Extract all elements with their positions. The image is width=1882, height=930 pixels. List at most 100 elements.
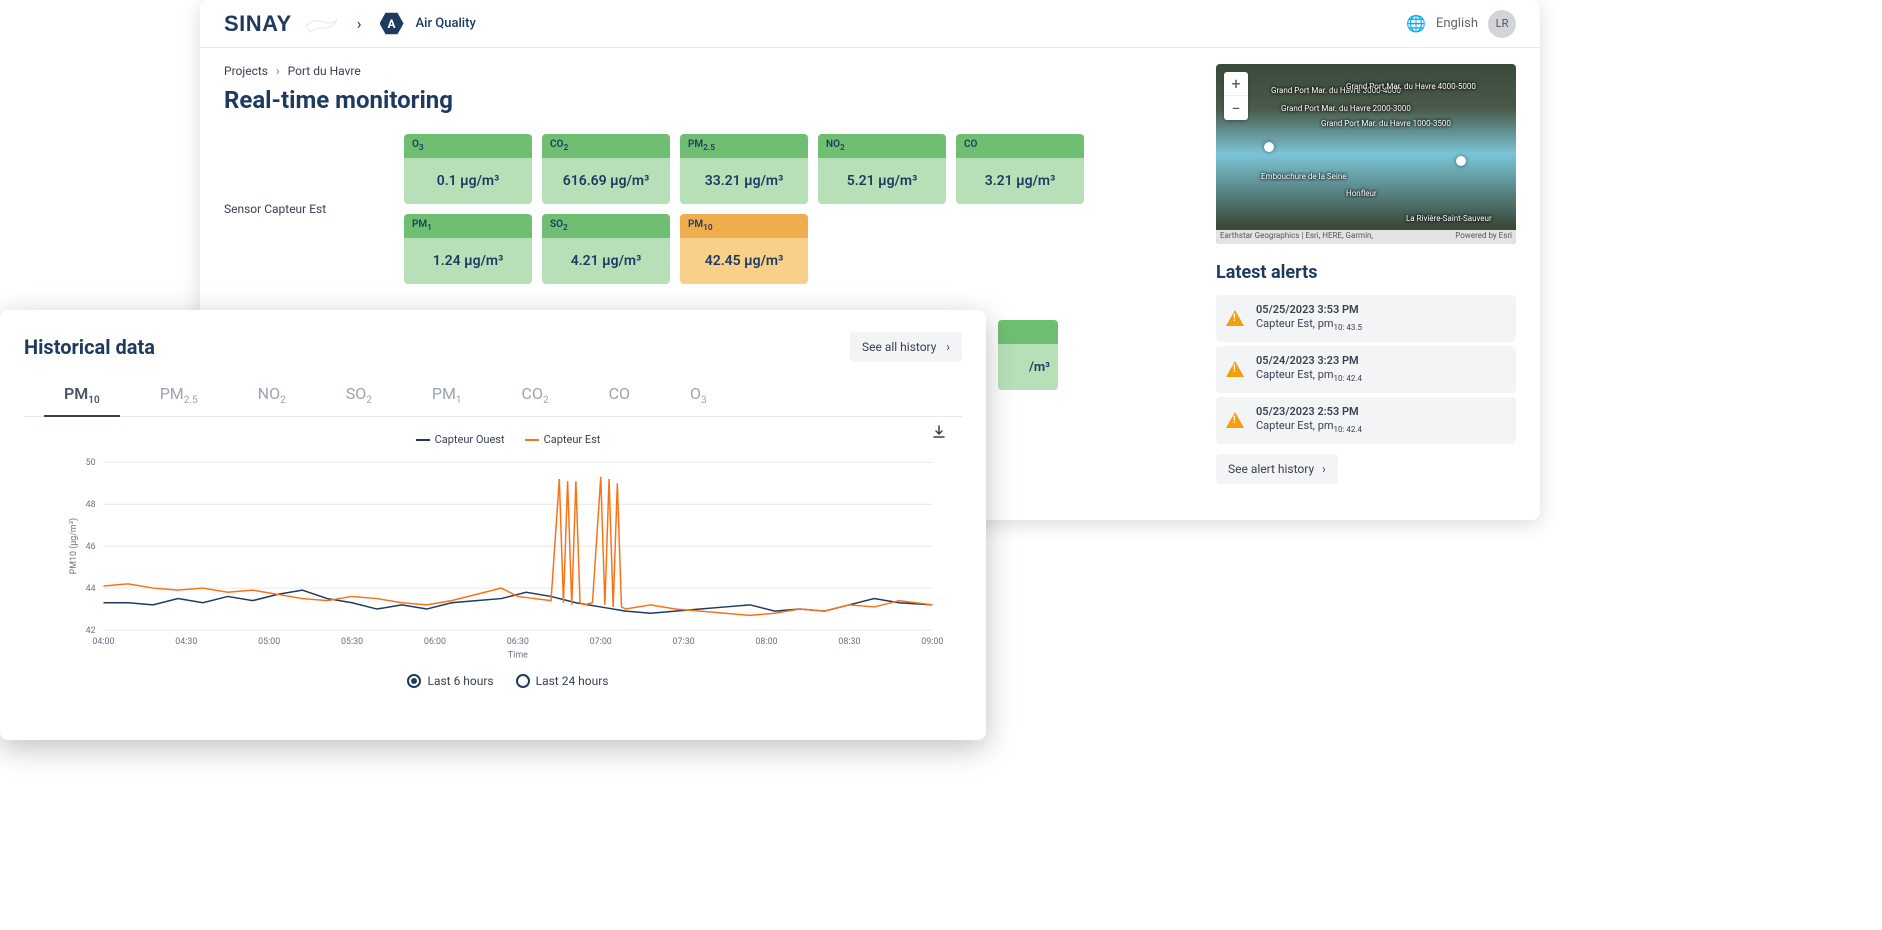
header-chevron-icon: ›	[357, 14, 362, 33]
metric-value: 1.24 µg/m³	[404, 238, 532, 284]
svg-text:05:00: 05:00	[258, 637, 280, 647]
see-alert-history-button[interactable]: See alert history ›	[1216, 454, 1338, 484]
tab[interactable]: CO	[599, 376, 640, 416]
map-attrib-left: Earthstar Geographics | Esri, HERE, Garm…	[1220, 231, 1373, 243]
map-zoom-out-button[interactable]: −	[1224, 96, 1248, 120]
legend-label: Capteur Ouest	[435, 433, 505, 446]
language-label[interactable]: English	[1436, 16, 1478, 31]
metric-card[interactable]: NO25.21 µg/m³	[818, 134, 946, 204]
logo[interactable]: SINAY	[224, 11, 292, 37]
tab[interactable]: PM10	[54, 376, 110, 416]
tab[interactable]: O3	[680, 376, 717, 416]
svg-text:PM10 (μg/m³): PM10 (μg/m³)	[68, 518, 79, 574]
download-chart-icon[interactable]	[932, 425, 946, 443]
alerts-list: 05/25/2023 3:53 PMCapteur Est, pm10: 43.…	[1216, 295, 1516, 444]
svg-text:05:30: 05:30	[341, 637, 363, 647]
radio-label: Last 6 hours	[427, 674, 493, 688]
map-marker[interactable]	[1456, 156, 1466, 166]
globe-icon[interactable]: 🌐	[1406, 14, 1426, 33]
tab[interactable]: PM2.5	[150, 376, 208, 416]
right-column: + − Grand Port Mar. du Havre 3000-4000Gr…	[1216, 64, 1516, 484]
sensor-label: Sensor Capteur Est	[224, 202, 364, 216]
metric-card[interactable]: O30.1 µg/m³	[404, 134, 532, 204]
radio-icon	[407, 674, 421, 688]
breadcrumb-root[interactable]: Projects	[224, 64, 268, 78]
alert-warning-icon	[1226, 412, 1244, 428]
section-label[interactable]: Air Quality	[416, 16, 476, 31]
metric-card[interactable]: CO2616.69 µg/m³	[542, 134, 670, 204]
metric-card[interactable]: PM2.533.21 µg/m³	[680, 134, 808, 204]
map-marker[interactable]	[1264, 142, 1274, 152]
map-place-label: Embouchure de la Seine	[1261, 172, 1347, 181]
map-place-label: Honfleur	[1346, 189, 1377, 198]
breadcrumb: Projects › Port du Havre	[224, 64, 1196, 78]
header-bar: SINAY › A Air Quality 🌐 English LR	[200, 0, 1540, 48]
tab[interactable]: CO2	[512, 376, 559, 416]
time-range-radio[interactable]: Last 24 hours	[516, 674, 609, 688]
see-all-history-label: See all history	[862, 340, 936, 354]
see-all-history-button[interactable]: See all history ›	[850, 332, 962, 362]
alert-time: 05/24/2023 3:23 PM	[1256, 354, 1362, 368]
alert-text: 05/23/2023 2:53 PMCapteur Est, pm10: 42.…	[1256, 405, 1362, 436]
metric-value: 3.21 µg/m³	[956, 158, 1084, 204]
legend-item: Capteur Ouest	[416, 433, 505, 446]
map-place-label: Grand Port Mar. du Havre 2000-3000	[1281, 104, 1411, 113]
chevron-right-icon: ›	[946, 340, 950, 354]
chevron-right-icon: ›	[1322, 462, 1326, 476]
tab[interactable]: PM1	[422, 376, 472, 416]
metric-label: CO2	[542, 134, 670, 158]
metric-value: 5.21 µg/m³	[818, 158, 946, 204]
metrics-grid: O30.1 µg/m³CO2616.69 µg/m³PM2.533.21 µg/…	[404, 134, 1104, 284]
legend-label: Capteur Est	[544, 433, 601, 446]
metric-value: 0.1 µg/m³	[404, 158, 532, 204]
breadcrumb-current[interactable]: Port du Havre	[288, 64, 361, 78]
metric-label: PM10	[680, 214, 808, 238]
metric-card[interactable]: PM11.24 µg/m³	[404, 214, 532, 284]
alert-sensor: Capteur Est, pm10: 42.4	[1256, 419, 1362, 436]
map-place-label: Grand Port Mar. du Havre 1000-3500	[1321, 119, 1451, 128]
logo-dolphin-icon	[304, 14, 339, 34]
alert-row[interactable]: 05/25/2023 3:53 PMCapteur Est, pm10: 43.…	[1216, 295, 1516, 342]
radio-icon	[516, 674, 530, 688]
svg-text:07:30: 07:30	[673, 637, 695, 647]
metric-label: PM2.5	[680, 134, 808, 158]
header-left: SINAY › A Air Quality	[224, 11, 476, 37]
map-place-label: La Rivière-Saint-Sauveur	[1406, 214, 1492, 223]
map[interactable]: + − Grand Port Mar. du Havre 3000-4000Gr…	[1216, 64, 1516, 244]
alert-row[interactable]: 05/24/2023 3:23 PMCapteur Est, pm10: 42.…	[1216, 346, 1516, 393]
alert-sensor: Capteur Est, pm10: 43.5	[1256, 317, 1362, 334]
metric-label: CO	[956, 134, 1084, 158]
legend-swatch	[416, 439, 430, 441]
header-right: 🌐 English LR	[1406, 10, 1516, 38]
metric-card[interactable]: PM1042.45 µg/m³	[680, 214, 808, 284]
metric-card[interactable]: SO24.21 µg/m³	[542, 214, 670, 284]
time-range-radio[interactable]: Last 6 hours	[407, 674, 493, 688]
svg-text:06:00: 06:00	[424, 637, 446, 647]
alert-time: 05/23/2023 2:53 PM	[1256, 405, 1362, 419]
map-zoom-controls: + −	[1224, 72, 1248, 120]
metric-value: 616.69 µg/m³	[542, 158, 670, 204]
metric-value: 33.21 µg/m³	[680, 158, 808, 204]
svg-text:46: 46	[86, 542, 96, 552]
alerts-title: Latest alerts	[1216, 262, 1516, 283]
avatar[interactable]: LR	[1488, 10, 1516, 38]
legend-swatch	[525, 439, 539, 441]
svg-text:44: 44	[86, 584, 96, 594]
page-title: Real-time monitoring	[224, 86, 1196, 114]
metric-value: 42.45 µg/m³	[680, 238, 808, 284]
alert-warning-icon	[1226, 361, 1244, 377]
alert-sensor: Capteur Est, pm10: 42.4	[1256, 368, 1362, 385]
map-attrib-right: Powered by Esri	[1455, 231, 1512, 243]
legend-item: Capteur Est	[525, 433, 601, 446]
svg-text:06:30: 06:30	[507, 637, 529, 647]
metric-label: PM1	[404, 214, 532, 238]
chart-legend: Capteur Ouest Capteur Est	[64, 427, 952, 446]
radio-label: Last 24 hours	[536, 674, 609, 688]
tab[interactable]: NO2	[248, 376, 296, 416]
metric-card[interactable]: CO3.21 µg/m³	[956, 134, 1084, 204]
svg-text:08:30: 08:30	[838, 637, 860, 647]
historical-title: Historical data	[24, 335, 155, 359]
map-zoom-in-button[interactable]: +	[1224, 72, 1248, 96]
tab[interactable]: SO2	[336, 376, 382, 416]
alert-row[interactable]: 05/23/2023 2:53 PMCapteur Est, pm10: 42.…	[1216, 397, 1516, 444]
